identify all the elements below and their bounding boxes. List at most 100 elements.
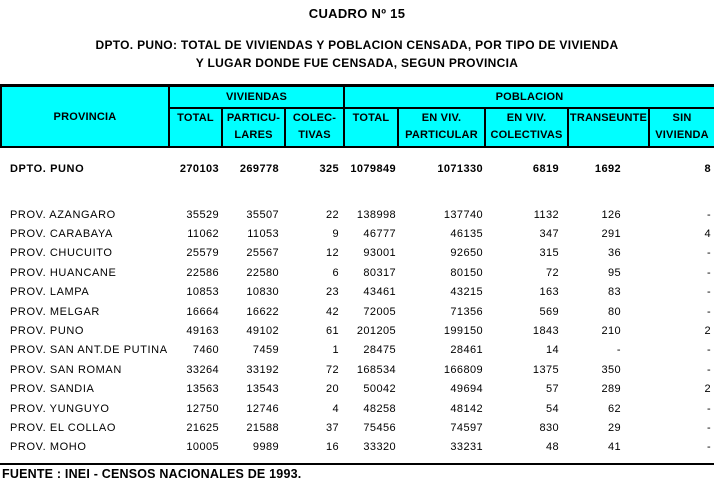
- cell-value: 43215: [398, 282, 485, 302]
- cell-value: -: [649, 205, 714, 225]
- row-label: PROV. AZANGARO: [1, 205, 169, 225]
- cell-value: 138998: [344, 205, 398, 225]
- cell-value: 315: [485, 243, 568, 264]
- table-row: PROV. LAMPA 10853 10830 23 43461 43215 1…: [1, 282, 714, 302]
- page-title: CUADRO Nº 15: [308, 6, 406, 21]
- cell-value: 72: [485, 263, 568, 283]
- cell-value: 41: [568, 437, 649, 458]
- cell-value: 13563: [169, 379, 222, 399]
- cell-value: -: [649, 282, 714, 302]
- table-row: PROV. AZANGARO 35529 35507 22 138998 137…: [1, 205, 714, 225]
- table-row: PROV. EL COLLAO 21625 21588 37 75456 745…: [1, 418, 714, 438]
- cell-value: 72005: [344, 301, 398, 322]
- cell-value: 569: [485, 301, 568, 322]
- cell-value: 74597: [398, 418, 485, 438]
- cell-value: 35507: [222, 205, 285, 225]
- header-group-row: PROVINCIA VIVIENDAS POBLACION: [0, 84, 714, 148]
- cell-value: -: [649, 398, 714, 419]
- cell-value: 49163: [169, 321, 222, 341]
- cell-value: 163: [485, 282, 568, 302]
- cell-value: 61: [285, 321, 344, 341]
- cell-value: 20: [285, 379, 344, 399]
- cell-value: 14: [485, 340, 568, 361]
- cell-value: 83: [568, 282, 649, 302]
- table-row: PROV. SAN ROMAN 33264 33192 72 168534 16…: [1, 360, 714, 380]
- source-note: FUENTE : INEI - CENSOS NACIONALES DE 199…: [2, 467, 302, 481]
- cell-value: 46777: [344, 224, 398, 244]
- table-row-dpto-puno: DPTO. PUNO 270103 269778 325 1079849 107…: [1, 159, 714, 179]
- row-label: PROV. MOHO: [1, 437, 169, 458]
- cell-value: 289: [568, 379, 649, 399]
- cell-value: 13543: [222, 379, 285, 399]
- cell-value: 350: [568, 360, 649, 380]
- cell-value: 49694: [398, 379, 485, 399]
- col-header-viviendas-colectivas: COLEC- TIVAS: [284, 107, 345, 148]
- cell-value: 95: [568, 263, 649, 283]
- cell-value: 8: [649, 159, 714, 179]
- cell-value: 80150: [398, 263, 485, 283]
- cell-value: 168534: [344, 360, 398, 380]
- spacer-row: [1, 147, 714, 159]
- header-sub-row: TOTAL PARTICU- LARES COLEC- TIVAS TOTAL …: [1, 107, 714, 148]
- col-header-viviendas-particulares: PARTICU- LARES: [221, 107, 286, 148]
- cell-value: 28461: [398, 340, 485, 361]
- cell-value: 93001: [344, 243, 398, 264]
- cell-value: 28475: [344, 340, 398, 361]
- cell-value: 347: [485, 224, 568, 244]
- cell-value: 201205: [344, 321, 398, 341]
- cell-value: 50042: [344, 379, 398, 399]
- cell-value: 54: [485, 398, 568, 419]
- row-label: PROV. CHUCUITO: [1, 243, 169, 264]
- cell-value: 16664: [169, 301, 222, 322]
- cell-value: 10005: [169, 437, 222, 458]
- row-label: PROV. SAN ROMAN: [1, 360, 169, 380]
- cell-value: 12: [285, 243, 344, 264]
- cell-value: -: [649, 243, 714, 264]
- col-header-poblacion-total: TOTAL: [343, 107, 399, 148]
- cell-value: -: [649, 301, 714, 322]
- cell-value: 25579: [169, 243, 222, 264]
- cell-value: -: [649, 340, 714, 361]
- cell-value: 126: [568, 205, 649, 225]
- row-label: PROV. MELGAR: [1, 301, 169, 322]
- group-header-poblacion: POBLACION: [342, 84, 714, 109]
- cell-value: 269778: [222, 159, 285, 179]
- cell-value: 21625: [169, 418, 222, 438]
- cell-value: 35529: [169, 205, 222, 225]
- cell-value: 43461: [344, 282, 398, 302]
- cell-value: 33192: [222, 360, 285, 380]
- cell-value: -: [649, 418, 714, 438]
- table-row: PROV. SAN ANT.DE PUTINA 7460 7459 1 2847…: [1, 340, 714, 361]
- census-data-table: PROVINCIA VIVIENDAS POBLACION TOTAL PART…: [0, 84, 714, 458]
- cell-value: 16: [285, 437, 344, 458]
- cell-value: 10830: [222, 282, 285, 302]
- cell-value: 11062: [169, 224, 222, 244]
- cell-value: 1692: [568, 159, 649, 179]
- cell-value: 2: [649, 379, 714, 399]
- row-label: PROV. HUANCANE: [1, 263, 169, 283]
- cell-value: 210: [568, 321, 649, 341]
- cell-value: 9989: [222, 437, 285, 458]
- cell-value: -: [649, 263, 714, 283]
- col-header-poblacion-transeunte: TRANSEUNTE: [567, 107, 650, 148]
- cell-value: 48142: [398, 398, 485, 419]
- subtitle-line-2: Y LUGAR DONDE FUE CENSADA, SEGUN PROVINC…: [195, 56, 519, 70]
- cell-value: -: [649, 437, 714, 458]
- cell-value: 7460: [169, 340, 222, 361]
- cell-value: 6819: [485, 159, 568, 179]
- cell-value: 80: [568, 301, 649, 322]
- cell-value: 22586: [169, 263, 222, 283]
- cell-value: 22580: [222, 263, 285, 283]
- row-label: DPTO. PUNO: [1, 159, 169, 179]
- cell-value: 4: [649, 224, 714, 244]
- cell-value: 2: [649, 321, 714, 341]
- cell-value: 46135: [398, 224, 485, 244]
- cell-value: 33320: [344, 437, 398, 458]
- cell-value: 166809: [398, 360, 485, 380]
- cell-value: 33264: [169, 360, 222, 380]
- spacer-row: [1, 179, 714, 205]
- page-subtitle: DPTO. PUNO: TOTAL DE VIVIENDAS Y POBLACI…: [0, 36, 714, 72]
- cell-value: 291: [568, 224, 649, 244]
- cell-value: 48: [485, 437, 568, 458]
